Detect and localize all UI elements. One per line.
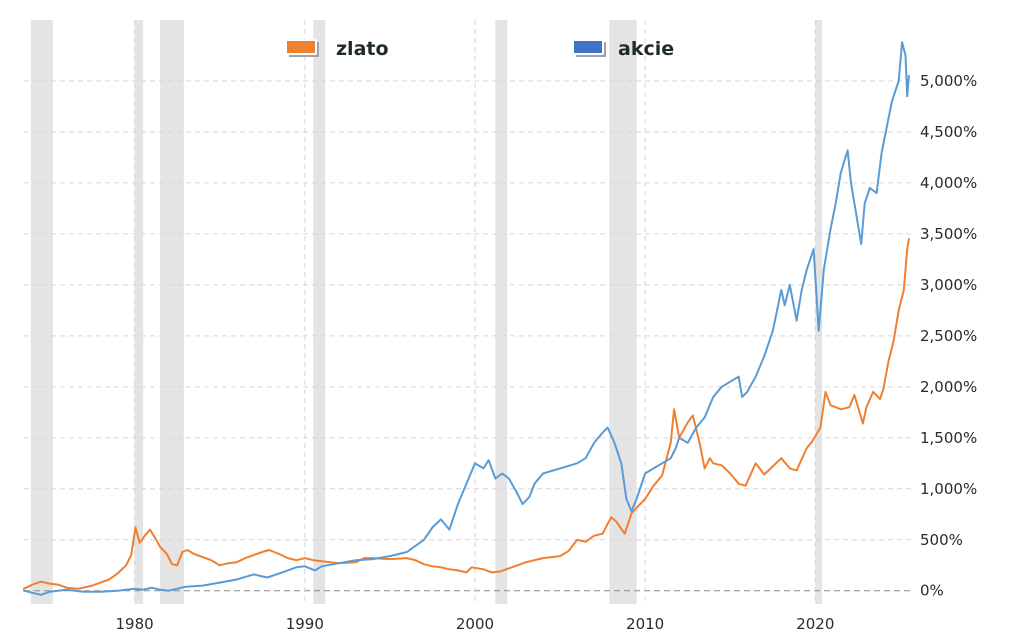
recession-band-3 (313, 20, 326, 604)
y-tick-label-9: 4,500% (920, 123, 977, 141)
series-line-zlato (23, 238, 910, 590)
recession-band-4 (495, 20, 508, 604)
y-tick-label-0: 0% (920, 582, 944, 600)
recession-band-5 (609, 20, 637, 604)
y-tick-label-5: 2,500% (920, 327, 977, 345)
y-tick-label-2: 1,000% (920, 480, 977, 498)
y-tick-label-3: 1,500% (920, 429, 977, 447)
x-tick-label-2: 2000 (456, 615, 494, 633)
legend-swatch-zlato (285, 39, 317, 55)
recession-band-6 (815, 20, 823, 604)
series-line-akcie (23, 41, 910, 596)
grid (24, 20, 914, 604)
x-tick-label-3: 2010 (626, 615, 664, 633)
y-tick-label-8: 4,000% (920, 174, 977, 192)
y-tick-label-10: 5,000% (920, 72, 977, 90)
x-axis-tick-labels: 1980 1990 2000 2010 2020 (116, 615, 835, 633)
recession-band-2 (160, 20, 184, 604)
y-tick-label-4: 2,000% (920, 378, 977, 396)
x-tick-label-1: 1990 (286, 615, 324, 633)
y-tick-label-1: 500% (920, 531, 963, 549)
x-tick-label-0: 1980 (116, 615, 154, 633)
y-tick-label-6: 3,000% (920, 276, 977, 294)
legend-item-akcie[interactable]: akcie (572, 38, 674, 60)
series-lines (23, 41, 910, 596)
y-axis-tick-labels: 0% 500% 1,000% 1,500% 2,000% 2,500% 3,000% 3,50… (920, 72, 977, 600)
recession-shading (30, 20, 823, 604)
legend-label-akcie: akcie (618, 38, 674, 60)
y-tick-label-7: 3,500% (920, 225, 977, 243)
recession-band-0 (30, 20, 53, 604)
legend-item-zlato[interactable]: zlato (285, 38, 389, 60)
x-tick-label-4: 2020 (796, 615, 834, 633)
recession-band-1 (134, 20, 144, 604)
legend-swatch-akcie (572, 39, 604, 55)
legend-label-zlato: zlato (336, 38, 389, 60)
legend: zlato akcie (285, 38, 674, 60)
